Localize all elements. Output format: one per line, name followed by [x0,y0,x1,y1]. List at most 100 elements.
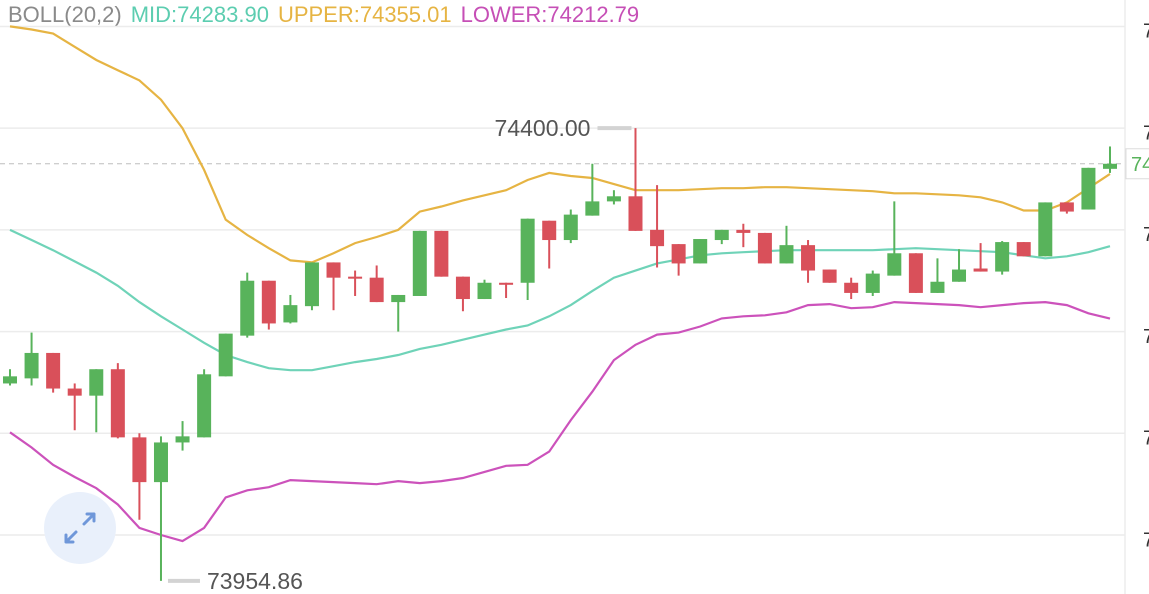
band-line [9,25,1111,264]
candle-body [887,253,902,276]
candle [67,383,82,431]
candle-body [801,245,816,271]
expand-button-bg[interactable] [44,492,116,564]
candle-body [3,376,17,384]
candle-body [1038,202,1053,257]
y-tick-label: 74200 [1143,326,1149,348]
candle [801,240,816,283]
candle [995,241,1010,275]
candle-body [67,388,82,396]
candle-body [240,280,255,336]
candle-body [477,282,492,300]
candle [132,433,147,520]
candle-body [930,281,945,293]
y-tick-label: 74100 [1143,428,1149,450]
candle-body [89,369,104,396]
candle [110,363,125,439]
candle [844,277,859,300]
candle-body [606,196,621,202]
candle-body [153,442,168,483]
candle [650,185,665,268]
candle [326,262,341,311]
candle-body [1103,163,1117,169]
candle [779,225,794,264]
candle [908,253,923,293]
candle-body [1081,167,1096,210]
candle [887,201,902,276]
candle [89,369,104,433]
candle [973,243,988,272]
candle-body [369,277,384,303]
candle-body [520,218,535,283]
candle-body [973,268,988,272]
candle [283,294,298,324]
candle-body [952,269,967,282]
candle-body [693,239,708,264]
expand-icon[interactable] [64,512,96,544]
candle [412,230,427,296]
candle-body [412,230,427,296]
candle [24,332,39,386]
candle [197,369,212,438]
y-tick-label: 74300 [1143,224,1149,246]
candle [261,280,276,330]
candle [369,265,384,303]
candle-body [304,262,319,307]
candle [1059,202,1074,214]
candle [563,209,578,244]
max-label: 74400.00 [495,115,591,141]
candle-body [348,276,363,279]
legend-entry: LOWER:74212.79 [461,2,640,27]
expand-button[interactable] [44,492,116,564]
candle-body [671,244,686,264]
candle [1103,146,1117,173]
candle-body [46,352,61,389]
candle [348,270,363,296]
candle-body [822,269,837,283]
candle-body [326,262,341,278]
candle [1038,202,1053,257]
candle-body [218,333,233,377]
candle [952,249,967,282]
legend-entry: BOLL(20,2) [8,2,122,27]
candle-body [434,230,449,277]
band-line [9,300,1111,543]
candle-body [283,305,298,323]
candle [3,369,17,386]
candle [542,220,557,269]
candle [240,272,255,338]
candle [153,436,168,581]
candle-body [908,253,923,293]
last-price-label: 74365 [1131,154,1149,176]
candle [1016,242,1031,257]
candle [218,333,233,377]
candle [606,190,621,205]
candle [930,258,945,293]
candle-body [865,273,880,293]
y-tick-label: 74400 [1143,122,1149,144]
candle-body [455,276,470,300]
candle [391,294,406,332]
candle [585,163,600,216]
candle-body [1059,202,1074,212]
candle-body [132,437,147,483]
candle [822,269,837,283]
candle [520,218,535,301]
candle-body [714,229,729,241]
legend-entry: MID:74283.90 [131,2,269,27]
candle-body [563,214,578,241]
candle-body [779,245,794,264]
candle-body [1016,242,1031,257]
candle-body [261,280,276,324]
candle [455,276,470,312]
min-label: 73954.86 [207,568,303,594]
candle-body [499,282,514,285]
candle-body [736,229,751,233]
y-tick-label: 74000 [1143,529,1149,551]
candle-body [197,374,212,438]
band-line [9,228,1111,372]
candle [714,229,729,245]
candle [175,421,190,451]
